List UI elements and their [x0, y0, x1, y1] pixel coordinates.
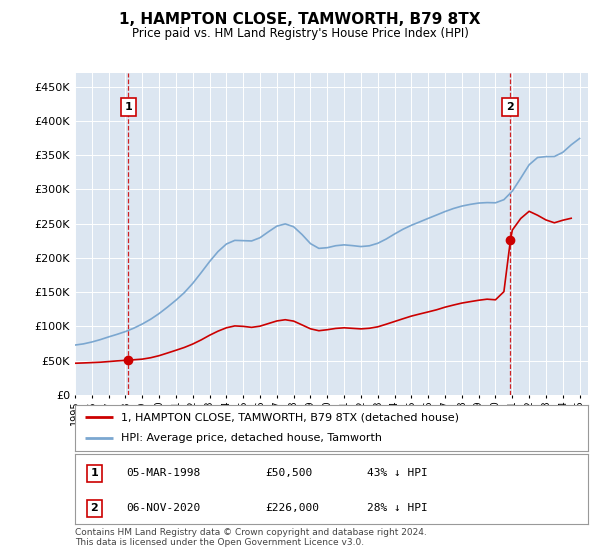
Text: 1, HAMPTON CLOSE, TAMWORTH, B79 8TX: 1, HAMPTON CLOSE, TAMWORTH, B79 8TX [119, 12, 481, 27]
Text: Price paid vs. HM Land Registry's House Price Index (HPI): Price paid vs. HM Land Registry's House … [131, 27, 469, 40]
Text: 28% ↓ HPI: 28% ↓ HPI [367, 503, 428, 513]
Text: 1: 1 [91, 468, 98, 478]
Text: £226,000: £226,000 [265, 503, 319, 513]
Text: 06-NOV-2020: 06-NOV-2020 [127, 503, 200, 513]
Text: HPI: Average price, detached house, Tamworth: HPI: Average price, detached house, Tamw… [121, 433, 382, 444]
Text: £50,500: £50,500 [265, 468, 312, 478]
Text: 05-MAR-1998: 05-MAR-1998 [127, 468, 200, 478]
Text: 2: 2 [506, 102, 514, 112]
Text: 1: 1 [124, 102, 132, 112]
Text: 2: 2 [91, 503, 98, 513]
Text: 1, HAMPTON CLOSE, TAMWORTH, B79 8TX (detached house): 1, HAMPTON CLOSE, TAMWORTH, B79 8TX (det… [121, 412, 459, 422]
Text: Contains HM Land Registry data © Crown copyright and database right 2024.
This d: Contains HM Land Registry data © Crown c… [75, 528, 427, 547]
Text: 43% ↓ HPI: 43% ↓ HPI [367, 468, 428, 478]
